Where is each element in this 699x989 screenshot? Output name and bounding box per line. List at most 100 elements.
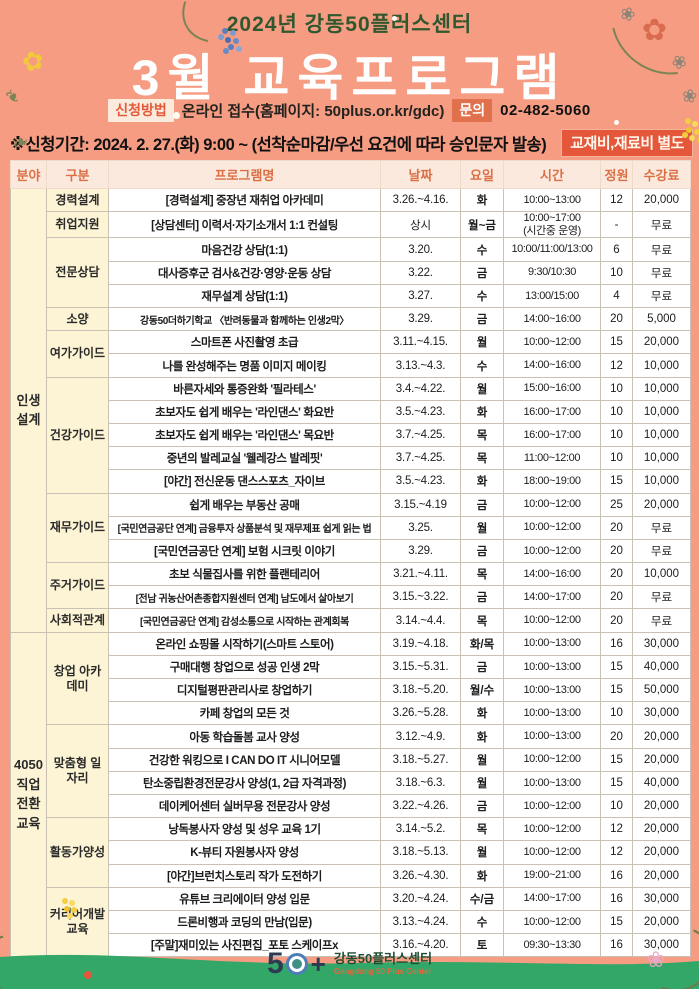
table-row: [야간]브런치스토리 작가 도전하기 3.26.~4.30. 화 19:00~21:0… <box>11 863 691 888</box>
cell-time: 10:00~13:00 <box>503 631 601 656</box>
table-row: 나를 완성해주는 명품 이미지 메이킹 3.13.~4.3. 수 14:00~16:0… <box>11 353 691 378</box>
group-cell: 소양 <box>46 307 109 332</box>
cell-date: 3.15.~4.19 <box>380 492 461 517</box>
cell-time: 14:00~17:00 <box>503 886 601 911</box>
cell-day: 목 <box>460 446 504 471</box>
apply-info-line: 신청방법 온라인 접수(홈페이지: 50plus.or.kr/gdc) 문의 0… <box>0 99 699 122</box>
cell-capacity: 15 <box>600 770 633 795</box>
cell-day: 수 <box>460 909 504 935</box>
table-row: 초보자도 쉽게 배우는 '라인댄스' 목요반 3.7.~4.25. 목 16:00~1… <box>11 422 691 448</box>
group-cell: 취업지원 <box>46 211 109 239</box>
cell-day: 금 <box>460 492 504 517</box>
cell-fee: 무료 <box>632 283 691 309</box>
cell-fee: 30,000 <box>632 701 691 726</box>
cell-time: 15:00~16:00 <box>503 376 601 401</box>
cell-date: 3.12.~4.9. <box>380 724 461 749</box>
cell-name: [전남 귀농산어촌종합지원센터 연계] 남도에서 살아보기 <box>108 585 381 610</box>
cell-time: 10:00~12:00 <box>503 747 601 772</box>
table-row: [국민연금공단 연계] 금융투자 상품분석 및 재무제표 쉽게 읽는 법 3.25… <box>11 515 691 540</box>
cell-date: 3.14.~4.4. <box>380 608 461 633</box>
table-row: 4050 직업 전환 교육 창업 아카데미 온라인 쇼핑몰 시작하기(스마트 스토어… <box>10 631 691 958</box>
cell-time: 19:00~21:00 <box>503 863 601 888</box>
cell-fee: 20,000 <box>632 909 691 935</box>
cell-time: 10:00~12:00 <box>503 538 601 564</box>
cell-fee: 10,000 <box>632 422 691 448</box>
cell-fee: 10,000 <box>632 353 691 378</box>
cell-name: 초보자도 쉽게 배우는 '라인댄스' 화요반 <box>108 399 381 424</box>
cell-date: 3.20. <box>380 237 461 262</box>
col-header-day: 요일 <box>460 160 504 189</box>
table-row: 활동가양성 낭독봉사자 양성 및 성우 교육 1기 3.14.~5.2. 목 10:00… <box>11 817 691 888</box>
cell-time: 10:00/11:00/13:00 <box>503 237 601 262</box>
table-row: 주거가이드 초보 식물집사를 위한 플랜테리어 3.21.~4.11. 목 14:00~… <box>11 562 691 610</box>
table-row: 사회적관계 [국민연금공단 연계] 감성소통으로 시작하는 관계회복 3.14.~4… <box>11 608 691 633</box>
cell-day: 화 <box>460 863 504 888</box>
cell-name: [야간] 전신운동 댄스스포츠_자이브 <box>108 469 381 494</box>
table-row: 커리어개발 교육 유튜브 크리에이터 양성 입문 3.20.~4.24. 수/금 14:… <box>11 886 691 958</box>
program-table-body: 인생 설계 경력설계 [경력설계] 중장년 재취업 아카데미 3.26.~4.16. 화… <box>10 187 691 958</box>
cell-date: 3.5.~4.23. <box>380 399 461 424</box>
cell-name: 대사증후군 검사&건강·영양·운동 상담 <box>108 260 381 285</box>
cell-date: 상시 <box>380 211 461 239</box>
cell-name: [주말]재미있는 사진편집_포토 스케이프x <box>108 933 381 958</box>
cell-capacity: - <box>600 211 633 239</box>
cell-day: 월 <box>460 840 504 865</box>
cell-day: 화 <box>460 187 504 213</box>
cell-fee: 40,000 <box>632 654 691 680</box>
contact-badge: 문의 <box>452 99 493 122</box>
cell-name: [국민연금공단 연계] 보험 시크릿 이야기 <box>108 538 381 564</box>
cell-capacity: 15 <box>600 469 633 494</box>
cell-date: 3.26.~4.30. <box>380 863 461 888</box>
cell-name: 드론비행과 코딩의 만남(입문) <box>108 909 381 935</box>
group-cell: 재무가이드 <box>46 492 109 564</box>
center-subtitle: 2024년 강동50플러스센터 <box>226 13 473 36</box>
cell-date: 3.5.~4.23. <box>380 469 461 494</box>
table-row: 데이케어센터 실버무용 전문강사 양성 3.22.~4.26. 금 10:00~12:… <box>11 793 691 819</box>
cell-capacity: 15 <box>600 654 633 680</box>
cell-date: 3.13.~4.24. <box>380 909 461 935</box>
cell-time: 10:00~17:00 (시간중 운영) <box>503 211 601 239</box>
cell-capacity: 12 <box>600 840 633 865</box>
cell-fee: 20,000 <box>632 747 691 772</box>
cell-day: 월 <box>460 376 504 401</box>
cell-capacity: 20 <box>600 608 633 633</box>
center-name-korean: 강동50플러스센터 <box>333 950 433 966</box>
cell-date: 3.22. <box>380 260 461 285</box>
table-row: 중년의 발레교실 '웰레강스 발레핏' 3.7.~4.25. 목 11:00~12:0… <box>11 446 691 471</box>
table-row: 재무설계 상담(1:1) 3.27. 수 13:00/15:00 4 무료 <box>11 283 691 309</box>
cell-date: 3.26.~5.28. <box>380 701 461 726</box>
cell-day: 수/금 <box>460 886 504 911</box>
cell-day: 화 <box>460 469 504 494</box>
col-header-field: 분야 <box>10 160 47 189</box>
cell-time: 9:30/10:30 <box>503 260 601 285</box>
cell-name: 나를 완성해주는 명품 이미지 메이킹 <box>108 353 381 378</box>
field-cell: 4050 직업 전환 교육 <box>10 631 47 958</box>
cell-capacity: 15 <box>600 909 633 935</box>
cell-date: 3.18.~5.13. <box>380 840 461 865</box>
table-header-row: 분야 구분 프로그램명 날짜 요일 시간 정원 수강료 <box>10 160 691 189</box>
cell-capacity: 10 <box>600 422 633 448</box>
cell-date: 3.13.~4.3. <box>380 353 461 378</box>
cell-name: 구매대행 창업으로 성공 인생 2막 <box>108 654 381 680</box>
cell-name: 쉽게 배우는 부동산 공매 <box>108 492 381 517</box>
cell-capacity: 12 <box>600 353 633 378</box>
cell-time: 10:00~13:00 <box>503 187 601 213</box>
cell-fee: 20,000 <box>632 330 691 355</box>
group-cell: 커리어개발 교육 <box>46 886 109 958</box>
cell-capacity: 20 <box>600 538 633 564</box>
col-header-time: 시간 <box>503 160 601 189</box>
cell-name: 초보자도 쉽게 배우는 '라인댄스' 목요반 <box>108 422 381 448</box>
cell-date: 3.25. <box>380 515 461 540</box>
cell-name: 탄소중립환경전문강사 양성(1, 2급 자격과정) <box>108 770 381 795</box>
cell-fee: 무료 <box>632 538 691 564</box>
cell-capacity: 16 <box>600 933 633 958</box>
cell-capacity: 25 <box>600 492 633 517</box>
cell-time: 11:00~12:00 <box>503 446 601 471</box>
cell-fee: 30,000 <box>632 631 691 656</box>
cell-fee: 50,000 <box>632 678 691 703</box>
cell-date: 3.7.~4.25. <box>380 446 461 471</box>
apply-method-badge: 신청방법 <box>108 99 174 122</box>
fifty-plus-logo-icon: 5 + <box>267 947 326 981</box>
cell-day: 월 <box>460 330 504 355</box>
group-cell: 창업 아카데미 <box>46 631 109 726</box>
